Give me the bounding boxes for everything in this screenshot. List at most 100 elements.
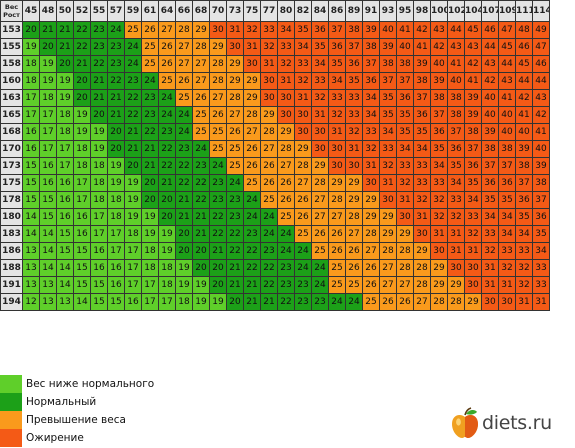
bmi-cell: 21 <box>175 191 193 209</box>
bmi-cell: 35 <box>515 208 533 226</box>
bmi-cell: 15 <box>90 276 108 294</box>
bmi-cell: 38 <box>515 157 533 175</box>
bmi-cell: 24 <box>311 276 329 294</box>
bmi-cell: 36 <box>481 174 499 192</box>
bmi-cell: 27 <box>192 55 210 73</box>
bmi-cell: 25 <box>175 89 193 107</box>
weight-header-86: 86 <box>328 0 346 22</box>
weight-header-109: 109 <box>498 0 516 22</box>
bmi-cell: 19 <box>90 140 108 158</box>
table-row: 194 12 13 13 14 15 15 16 17 17 18 19 19 20 21 21 22 23 23 2… <box>0 293 550 311</box>
bmi-cell: 25 <box>243 174 261 192</box>
bmi-cell: 31 <box>277 72 295 90</box>
bmi-cell: 29 <box>294 140 312 158</box>
bmi-cell: 15 <box>56 225 74 243</box>
bmi-cell: 31 <box>328 123 346 141</box>
bmi-cell: 22 <box>226 225 244 243</box>
bmi-cell: 23 <box>158 123 176 141</box>
bmi-cell: 36 <box>396 89 414 107</box>
bmi-cell: 18 <box>39 89 57 107</box>
bmi-cell: 43 <box>532 89 550 107</box>
bmi-cell: 19 <box>56 72 74 90</box>
weight-header-77: 77 <box>260 0 278 22</box>
bmi-cell: 29 <box>362 191 380 209</box>
bmi-cell: 34 <box>430 157 448 175</box>
bmi-cell: 24 <box>175 106 193 124</box>
table-row: 153 20 21 21 22 23 24 25 26 27 28 29 30 31 32 33 34 35 36 3… <box>0 21 550 39</box>
bmi-cell: 35 <box>396 106 414 124</box>
table-row: 170 16 17 17 18 19 20 21 21 22 23 24 25 25 26 27 28 29 30 3… <box>0 140 550 158</box>
bmi-cell: 32 <box>345 123 363 141</box>
corner-cell: Вес Рост <box>0 0 23 22</box>
bmi-cell: 32 <box>294 72 312 90</box>
table-row: 158 18 19 20 21 22 23 24 25 26 27 27 28 29 30 31 32 33 34 3… <box>0 55 550 73</box>
bmi-cell: 22 <box>73 38 91 56</box>
bmi-cell: 21 <box>90 89 108 107</box>
bmi-cell: 30 <box>209 21 227 39</box>
bmi-cell: 12 <box>22 293 40 311</box>
bmi-cell: 42 <box>464 55 482 73</box>
weight-header-55: 55 <box>90 0 108 22</box>
bmi-cell: 22 <box>243 259 261 277</box>
bmi-cell: 34 <box>481 208 499 226</box>
bmi-cell: 43 <box>430 21 448 39</box>
bmi-cell: 29 <box>345 174 363 192</box>
bmi-cell: 32 <box>260 38 278 56</box>
bmi-cell: 20 <box>56 55 74 73</box>
bmi-cell: 15 <box>107 293 125 311</box>
bmi-cell: 15 <box>90 293 108 311</box>
bmi-cell: 42 <box>430 38 448 56</box>
bmi-cell: 26 <box>209 106 227 124</box>
bmi-cell: 37 <box>481 157 499 175</box>
bmi-cell: 22 <box>226 242 244 260</box>
bmi-cell: 40 <box>498 123 516 141</box>
bmi-cell: 21 <box>73 55 91 73</box>
bmi-cell: 17 <box>107 242 125 260</box>
bmi-cell: 27 <box>328 208 346 226</box>
height-header-194: 194 <box>0 293 23 311</box>
bmi-cell: 26 <box>311 225 329 243</box>
bmi-cell: 26 <box>345 259 363 277</box>
bmi-cell: 26 <box>260 174 278 192</box>
bmi-cell: 38 <box>481 140 499 158</box>
height-header-180: 180 <box>0 208 23 226</box>
bmi-cell: 29 <box>243 89 261 107</box>
bmi-cell: 43 <box>498 72 516 90</box>
bmi-cell: 24 <box>192 140 210 158</box>
bmi-cell: 20 <box>158 208 176 226</box>
bmi-cell: 30 <box>328 140 346 158</box>
bmi-cell: 33 <box>379 140 397 158</box>
bmi-cell: 19 <box>124 191 142 209</box>
bmi-cell: 47 <box>532 38 550 56</box>
table-row: 183 14 14 15 16 17 17 18 19 19 20 21 22 22 23 24 24 25 26 2… <box>0 225 550 243</box>
bmi-cell: 22 <box>175 174 193 192</box>
bmi-cell: 37 <box>379 72 397 90</box>
bmi-cell: 20 <box>209 276 227 294</box>
bmi-cell: 41 <box>447 55 465 73</box>
bmi-cell: 39 <box>532 157 550 175</box>
bmi-cell: 30 <box>260 72 278 90</box>
bmi-cell: 37 <box>430 106 448 124</box>
bmi-cell: 24 <box>107 21 125 39</box>
bmi-cell: 29 <box>260 106 278 124</box>
bmi-cell: 18 <box>90 191 108 209</box>
legend-swatch-normal <box>0 393 22 411</box>
bmi-cell: 26 <box>141 21 159 39</box>
bmi-cell: 28 <box>192 38 210 56</box>
bmi-cell: 44 <box>498 55 516 73</box>
weight-header-89: 89 <box>345 0 363 22</box>
bmi-cell: 30 <box>430 242 448 260</box>
bmi-cell: 37 <box>413 89 431 107</box>
bmi-cell: 26 <box>158 38 176 56</box>
bmi-cell: 34 <box>464 191 482 209</box>
legend: Вес ниже нормального Нормальный Превышен… <box>0 375 154 447</box>
bmi-cell: 37 <box>396 72 414 90</box>
bmi-cell: 25 <box>345 276 363 294</box>
bmi-cell: 21 <box>56 38 74 56</box>
bmi-cell: 32 <box>447 208 465 226</box>
bmi-cell: 20 <box>226 293 244 311</box>
bmi-cell: 35 <box>294 21 312 39</box>
bmi-cell: 37 <box>447 123 465 141</box>
bmi-cell: 40 <box>498 106 516 124</box>
bmi-cell: 35 <box>464 174 482 192</box>
